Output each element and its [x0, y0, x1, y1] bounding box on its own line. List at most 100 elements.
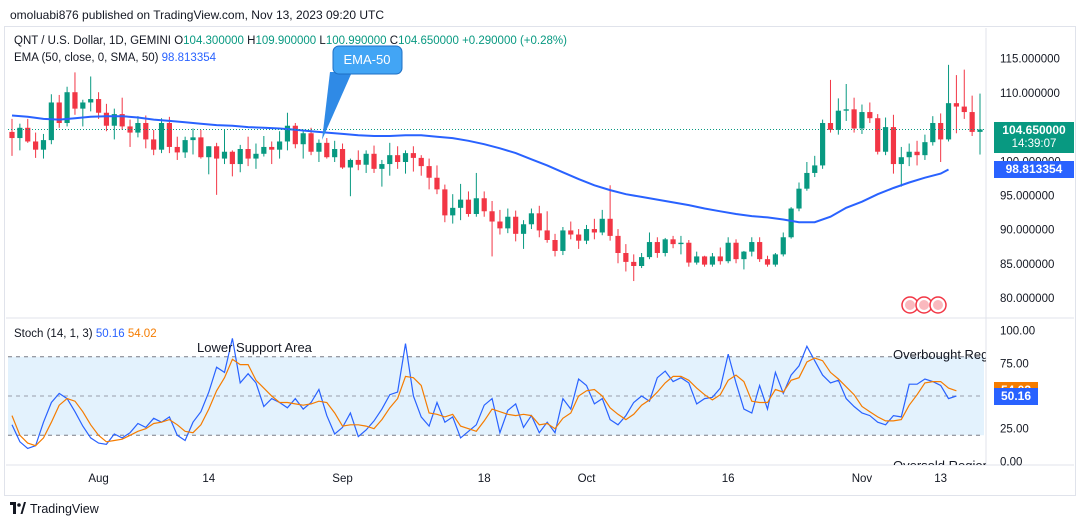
candle-body: [804, 172, 810, 189]
candle-body: [158, 123, 165, 150]
event-flag-icon-fill: [933, 300, 943, 310]
candle-body: [835, 110, 841, 130]
candle-body: [473, 198, 479, 214]
last-price-value: 104.650000: [1002, 122, 1066, 137]
candle-body: [95, 99, 102, 113]
candle-body: [300, 133, 306, 145]
candle-body: [922, 142, 928, 156]
price-axis[interactable]: 115.000000110.000000105.000000100.000000…: [1000, 54, 1061, 305]
time-tick-label: Aug: [88, 473, 108, 485]
candle-body: [426, 166, 432, 178]
legend-low-label: L: [319, 35, 326, 47]
candle-body: [709, 256, 716, 265]
candle-body: [387, 155, 393, 165]
candle-body: [261, 146, 267, 154]
stoch-k-line: [11, 338, 957, 450]
candle-body: [308, 133, 314, 152]
candle-body: [489, 211, 495, 222]
candle-body: [497, 221, 503, 229]
legend-symbol: QNT / U.S. Dollar, 1D, GEMINI: [14, 35, 171, 47]
candle-body: [796, 188, 802, 209]
candle-body: [591, 229, 597, 233]
candle-body: [694, 256, 700, 263]
candle-body: [355, 159, 361, 165]
candle-body: [733, 242, 739, 260]
stoch-legend: Stoch (14, 1, 3) 50.16 54.02: [14, 328, 157, 340]
price-tick-label: 110.000000: [1000, 88, 1060, 100]
time-tick-label: 13: [934, 473, 947, 485]
candle-body: [111, 114, 117, 126]
candle-body: [568, 230, 574, 235]
candle-body: [481, 198, 487, 212]
candle-body: [276, 141, 283, 150]
price-tick-label: 85.000000: [1000, 259, 1054, 271]
candle-body: [25, 127, 31, 142]
currency-flags-icon[interactable]: [901, 296, 947, 314]
candle-body: [182, 140, 188, 153]
candle-body: [827, 123, 834, 130]
candle-body: [654, 242, 660, 253]
candle-body: [890, 127, 897, 165]
tradingview-logo[interactable]: TradingView: [10, 502, 99, 516]
time-tick-label: Sep: [332, 473, 352, 485]
time-tick-label: 16: [722, 473, 735, 485]
candle-body: [560, 230, 566, 251]
overbought-label: Overbought Region: [893, 347, 986, 362]
main-legend: QNT / U.S. Dollar, 1D, GEMINI O104.30000…: [14, 35, 567, 47]
candle-body: [48, 102, 54, 141]
legend-open-label: O: [174, 35, 184, 47]
ema-callout: EMA-50: [322, 45, 403, 140]
candle-body: [812, 165, 818, 173]
ema-layer: [11, 114, 949, 224]
candle-body: [678, 242, 684, 245]
candle-body: [434, 177, 440, 190]
candle-body: [701, 256, 708, 265]
time-tick-label: 18: [478, 473, 491, 485]
oversold-label: Oversold Region: [893, 459, 986, 465]
publisher-line: omoluabi876 published on TradingView.com…: [10, 8, 385, 22]
time-axis[interactable]: Aug 14 Sep 18 Oct 16 Nov 13: [88, 473, 947, 485]
event-flag-icon[interactable]: [929, 296, 947, 314]
candle-body: [528, 213, 535, 225]
candle-body: [552, 240, 558, 251]
candle-body: [607, 218, 613, 236]
candle-body: [395, 155, 401, 162]
candle-body: [465, 199, 472, 214]
candle-body: [938, 123, 944, 140]
candle-body: [749, 242, 755, 252]
candle-body: [40, 140, 47, 150]
ema-callout-box: [332, 45, 403, 75]
price-tick-label: 95.000000: [1000, 191, 1054, 203]
lower-support-label: Lower Support Area: [197, 340, 313, 355]
candle-body: [103, 112, 110, 126]
candle-body: [347, 159, 354, 168]
candle-body: [410, 153, 416, 158]
candle-body: [780, 237, 786, 255]
ema-legend-value: 98.813354: [161, 52, 217, 64]
candle-body: [906, 151, 912, 158]
legend-high-label: H: [247, 35, 256, 47]
time-tick-label: Nov: [852, 473, 873, 485]
stoch-d-line: [11, 357, 957, 447]
candle-body: [33, 141, 39, 150]
candle-body: [772, 254, 778, 265]
ema50-line: [11, 114, 949, 224]
candle-body: [17, 127, 23, 139]
legend-change: +0.290000 (+0.28%): [462, 35, 567, 47]
candle-body: [639, 257, 645, 266]
candle-body: [72, 92, 78, 109]
candle-body: [9, 131, 15, 139]
ema-legend: EMA (50, close, 0, SMA, 50) 98.813354: [14, 52, 216, 64]
candle-body: [670, 239, 676, 245]
candle-body: [623, 253, 629, 262]
stoch-tick-label: 25.00: [1000, 424, 1029, 436]
candle-body: [851, 109, 857, 129]
legend-open: 104.300000: [183, 35, 244, 47]
candle-body: [166, 123, 172, 147]
candle-body: [339, 149, 346, 168]
stoch-legend-d: 54.02: [127, 328, 157, 340]
candle-body: [56, 102, 62, 123]
candle-body: [402, 153, 409, 162]
legend-close: 104.650000: [398, 35, 459, 47]
